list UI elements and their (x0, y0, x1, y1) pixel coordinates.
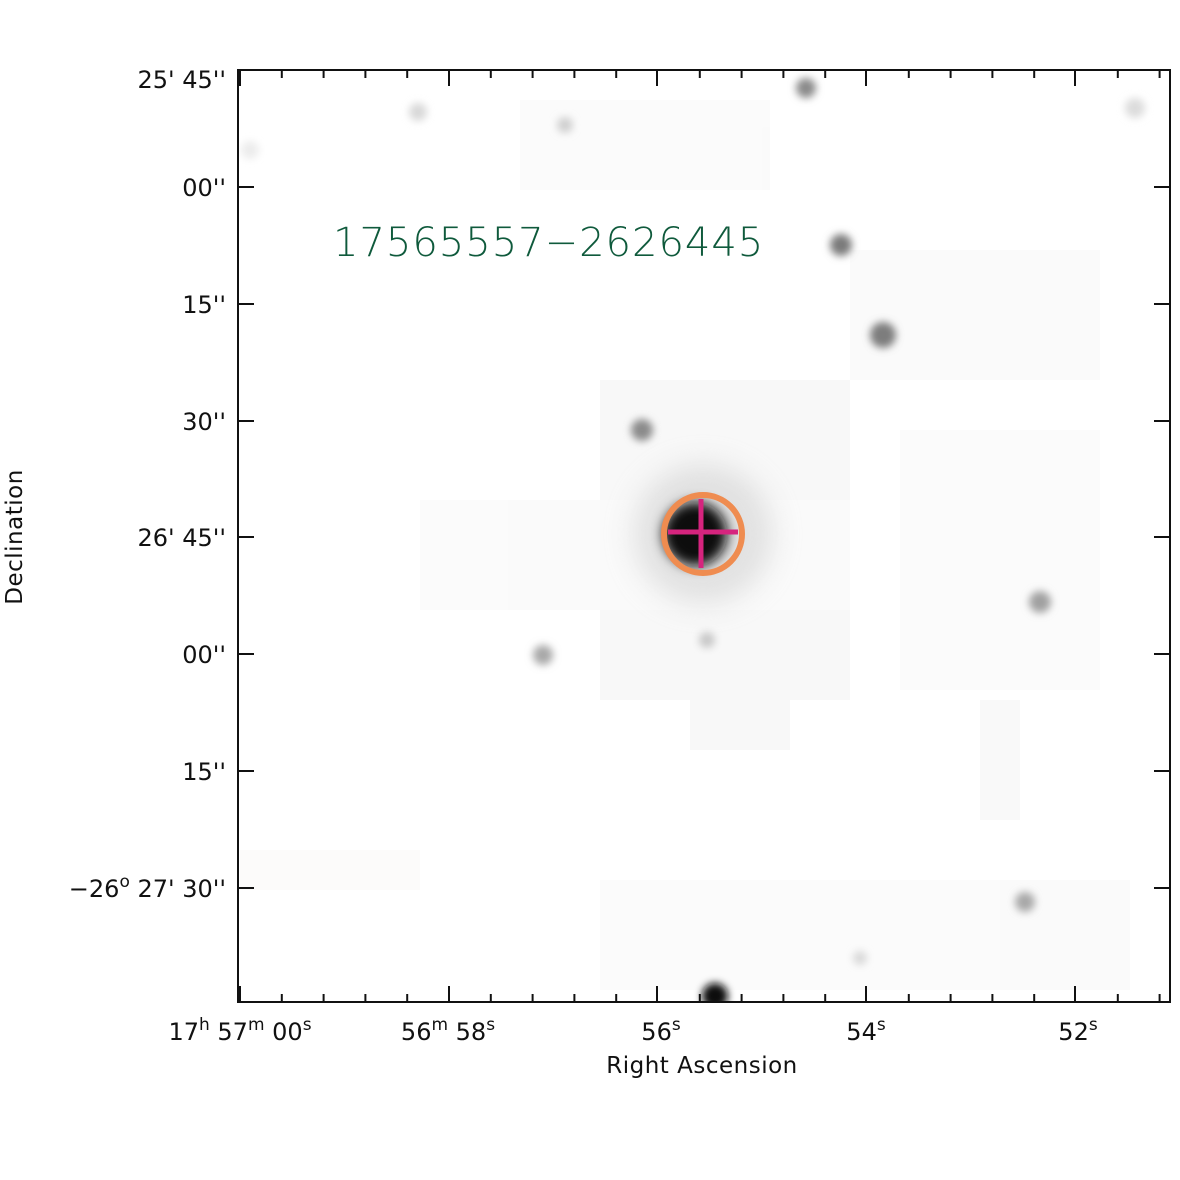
star (1125, 98, 1145, 118)
y-tick-labels: 25' 45'' 00'' 15'' 30'' 26' 45'' 00'' 15… (69, 66, 226, 903)
axis-ticks (238, 69, 1170, 1002)
y-tick-label: 26' 45'' (138, 524, 227, 552)
y-tick-label: 00'' (182, 641, 226, 669)
star (557, 117, 573, 133)
star (1029, 591, 1051, 613)
y-tick-label: −26o​ 27' 30'' (69, 872, 226, 903)
y-tick-label: 00'' (182, 174, 226, 202)
y-tick-label: 30'' (182, 408, 226, 436)
star (533, 645, 553, 665)
x-tick-label: 56s​ (641, 1015, 681, 1046)
star (699, 632, 715, 648)
x-tick-label: 17h​ 57m​ 00s​ (168, 1015, 311, 1046)
background-noise (240, 100, 1130, 990)
y-tick-label: 15'' (182, 758, 226, 786)
star (796, 78, 816, 98)
x-tick-labels: 17h​ 57m​ 00s​ 56m​ 58s​ 56s​ 54s​ 52s​ (168, 1015, 1097, 1046)
x-tick-label: 56m​ 58s​ (401, 1015, 495, 1046)
field-stars (241, 78, 1145, 1002)
y-tick-label: 15'' (182, 291, 226, 319)
x-tick-label: 54s​ (846, 1015, 886, 1046)
star (830, 234, 852, 256)
star (409, 103, 427, 121)
object-designation: 17565557−2626445 (333, 220, 764, 266)
sky-image (238, 70, 1170, 1002)
star (241, 141, 259, 159)
x-tick-label: 52s​ (1058, 1015, 1098, 1046)
x-axis-title: Right Ascension (606, 1053, 798, 1079)
star (870, 322, 896, 348)
star (853, 951, 867, 965)
marker-circle (661, 492, 745, 576)
star (631, 419, 653, 441)
star (1015, 892, 1035, 912)
star (702, 983, 728, 1002)
y-tick-label: 25' 45'' (138, 66, 227, 94)
target-marker (661, 492, 745, 576)
y-axis-title: Declination (2, 469, 28, 605)
